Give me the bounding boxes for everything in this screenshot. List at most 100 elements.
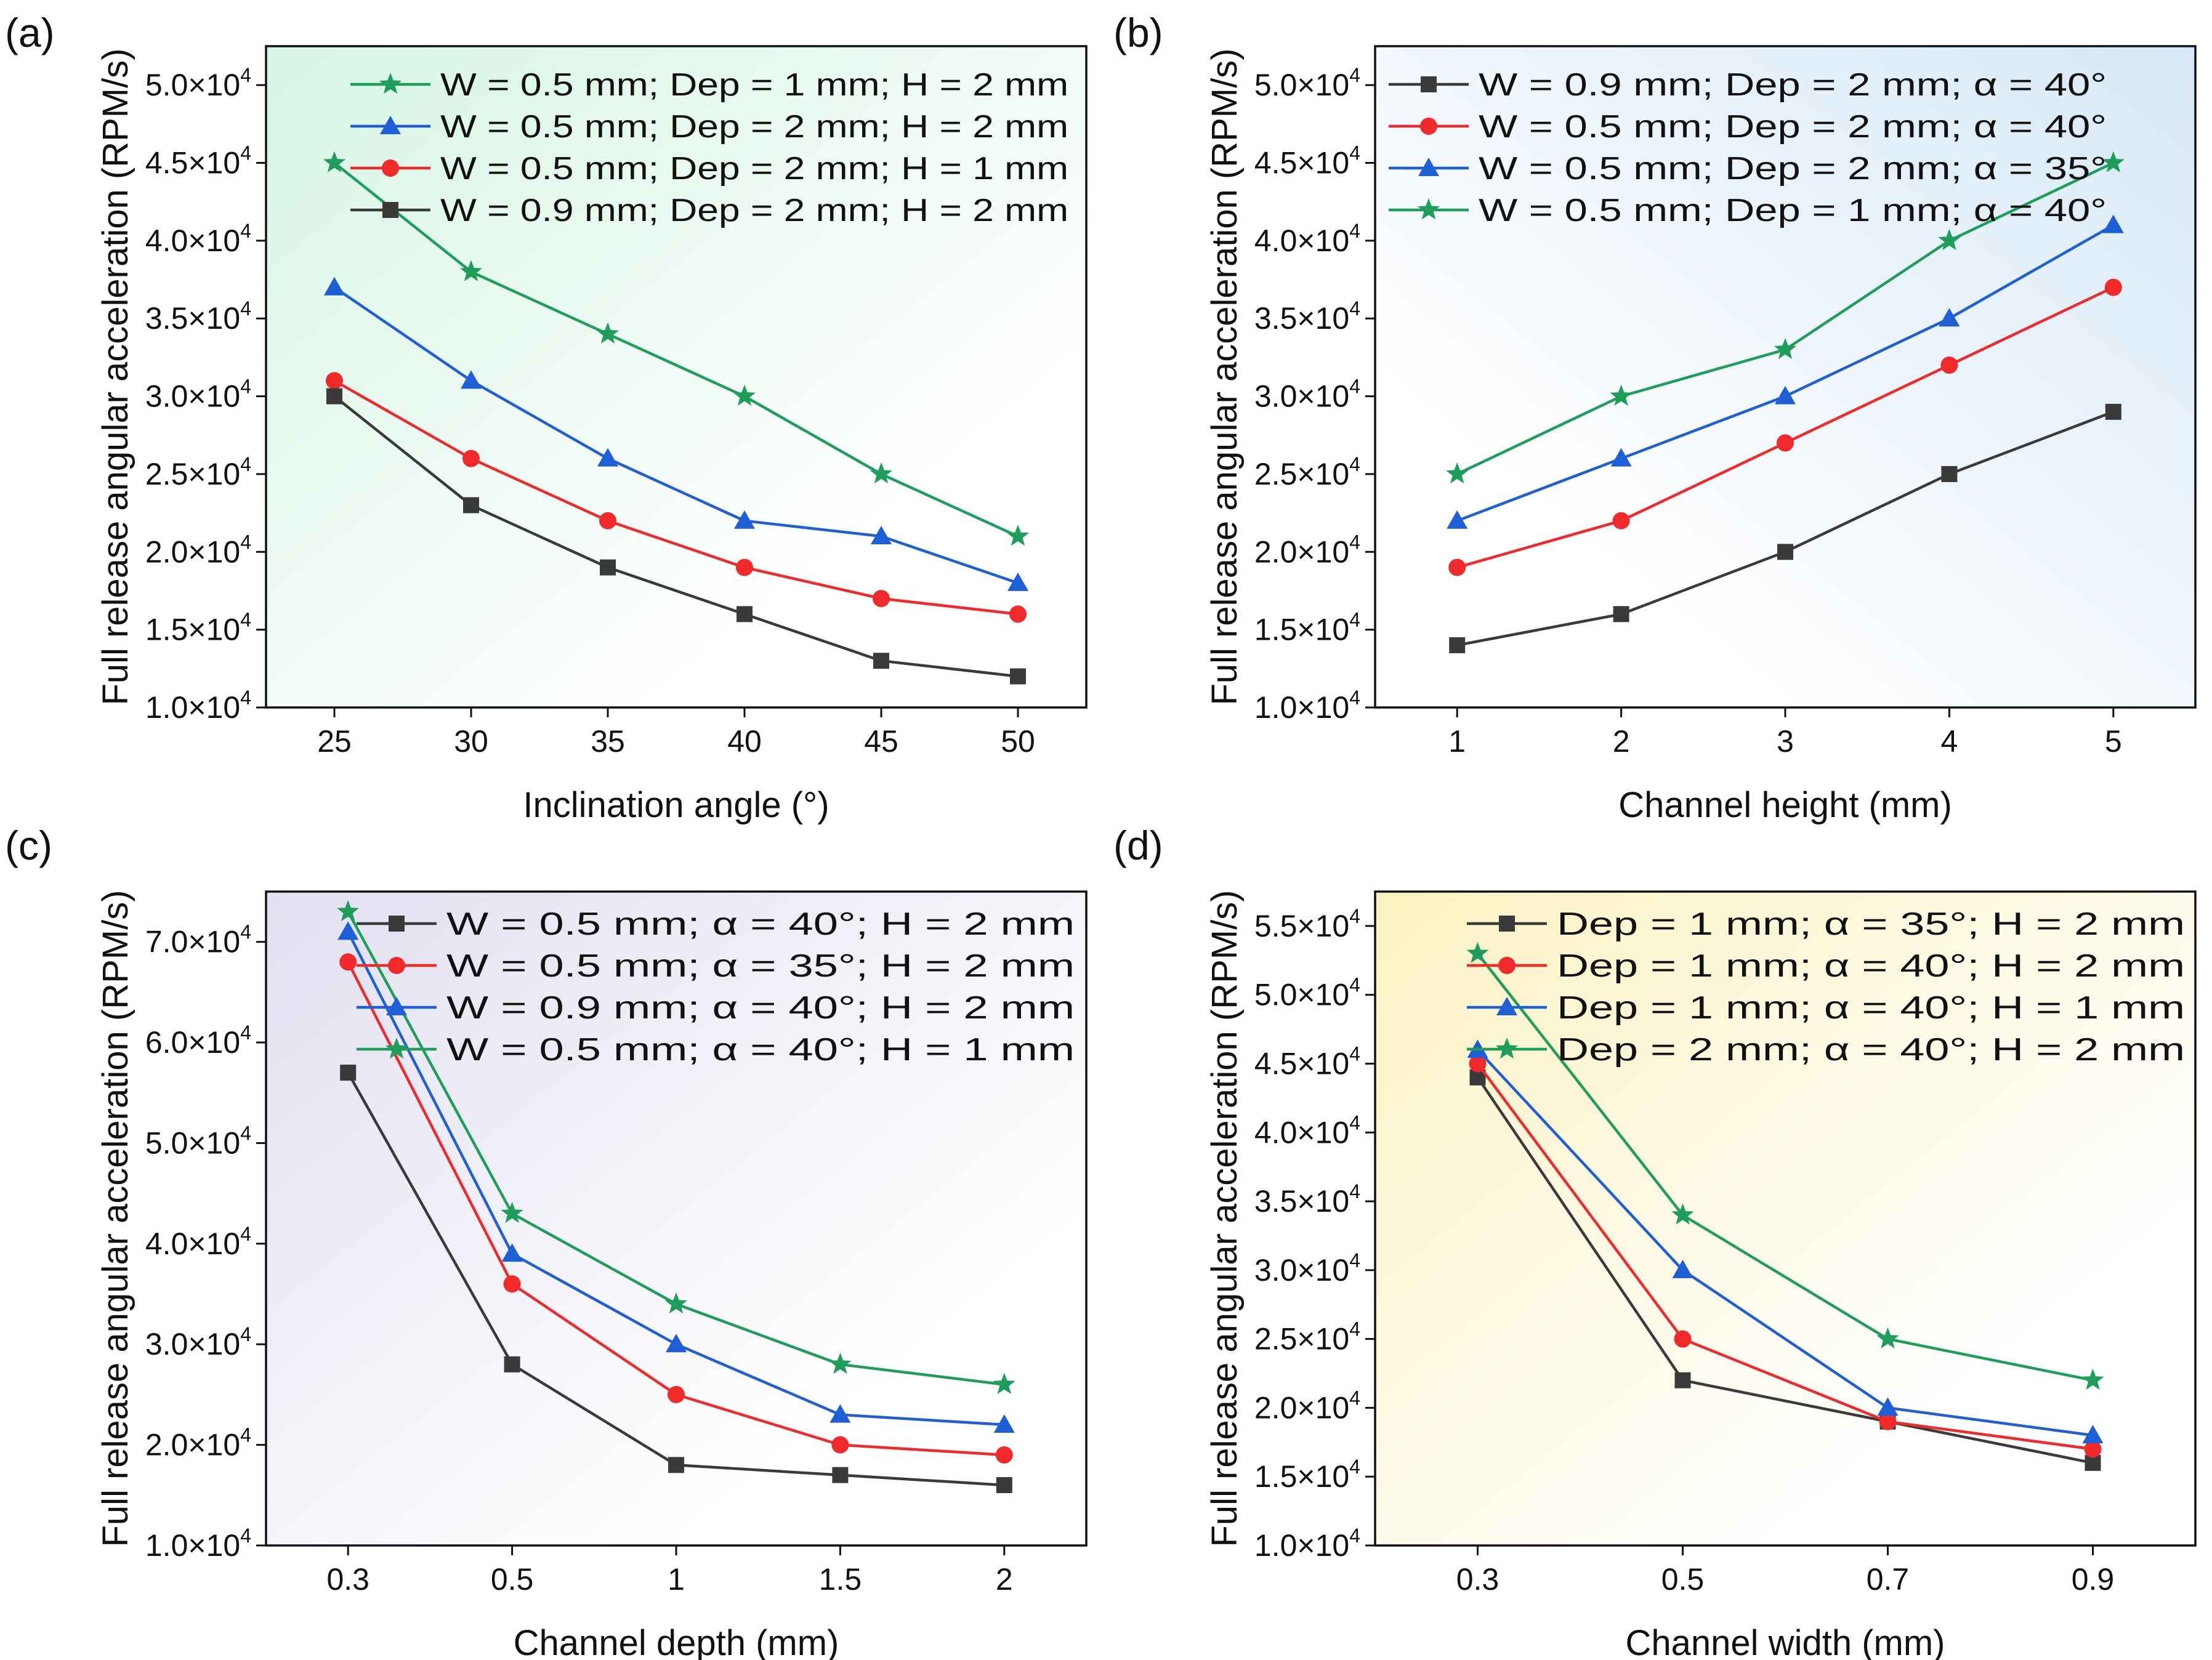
- data-point: [668, 1385, 685, 1403]
- legend-item: W = 0.5 mm; Dep = 1 mm; H = 2 mm: [350, 67, 1068, 103]
- series-0: [340, 1065, 1012, 1493]
- plot-frame: [1374, 890, 2197, 1547]
- panel-b-label: (b): [1113, 10, 1163, 55]
- y-tick-label: 1.0×104: [145, 687, 251, 725]
- legend-marker: [379, 73, 402, 94]
- panel-b: (b) 1.0×104 1.5×104 2.0×104 2.5×104 3.0×104 3…: [1113, 10, 2197, 825]
- legend-label: W = 0.9 mm; Dep = 2 mm; α = 40°: [1479, 67, 2107, 103]
- legend-marker: [1498, 957, 1516, 974]
- legend-item: Dep = 1 mm; α = 35°; H = 2 mm: [1467, 906, 2185, 942]
- legend-item: W = 0.5 mm; Dep = 2 mm; H = 1 mm: [350, 151, 1068, 187]
- legend-item: W = 0.5 mm; Dep = 2 mm; H = 2 mm: [350, 109, 1068, 145]
- data-point: [1447, 510, 1468, 529]
- legend-marker: [382, 159, 399, 177]
- y-tick-label: 2.5×104: [145, 453, 251, 491]
- y-tick-label: 5.0×104: [1254, 64, 1360, 102]
- legend-label: W = 0.5 mm; Dep = 2 mm; H = 2 mm: [440, 109, 1068, 145]
- legend-marker: [1496, 997, 1517, 1015]
- y-axis-title: Full release angular acceleration (RPM/s…: [1205, 890, 1245, 1547]
- data-point: [1777, 434, 1794, 452]
- data-point: [1777, 544, 1793, 560]
- data-point: [995, 1446, 1013, 1464]
- series-line: [1476, 953, 2093, 1382]
- data-point: [340, 1065, 357, 1081]
- y-tick-label: 1.0×104: [1254, 1525, 1360, 1563]
- legend-marker: [1420, 118, 1437, 135]
- legend-item: W = 0.5 mm; Dep = 1 mm; α = 40°: [1389, 193, 2107, 228]
- y-tick-label: 5.5×104: [1254, 905, 1360, 943]
- data-point: [1940, 357, 1958, 374]
- x-tick-label: 5: [2105, 724, 2122, 759]
- x-tick-label: 0.7: [1867, 1562, 1910, 1597]
- legend-item: Dep = 1 mm; α = 40°; H = 2 mm: [1467, 948, 2185, 984]
- series-2: [337, 921, 1015, 1433]
- data-point: [832, 1467, 849, 1483]
- legend-marker: [389, 916, 405, 932]
- legend-label: Dep = 1 mm; α = 35°; H = 2 mm: [1557, 906, 2185, 942]
- data-point: [737, 606, 753, 622]
- y-tick-label: 3.5×104: [1254, 1180, 1360, 1219]
- legend-item: Dep = 2 mm; α = 40°; H = 2 mm: [1467, 1032, 2185, 1068]
- data-point: [462, 449, 480, 467]
- x-tick-label: 40: [727, 724, 762, 759]
- data-point: [1446, 462, 1469, 484]
- data-point: [501, 1201, 523, 1223]
- data-point: [870, 462, 893, 484]
- data-point: [337, 900, 360, 921]
- y-tick-label: 7.0×104: [145, 921, 251, 959]
- panel-c-label: (c): [5, 823, 52, 868]
- y-axis-title: Full release angular acceleration (RPM/s…: [1205, 49, 1245, 706]
- series-3: [337, 900, 1015, 1394]
- y-tick-label: 4.5×104: [1254, 142, 1360, 180]
- series-line: [333, 379, 1019, 616]
- x-axis-title: Channel depth (mm): [514, 1623, 839, 1660]
- data-point: [1775, 385, 1796, 405]
- y-tick-label: 5.0×104: [145, 1122, 251, 1160]
- series-2: [326, 372, 1027, 623]
- legend-item: W = 0.5 mm; Dep = 2 mm; α = 35°: [1389, 151, 2107, 187]
- y-tick-label: 2.0×104: [145, 1424, 251, 1462]
- x-tick-label: 0.3: [1456, 1562, 1500, 1597]
- panel-d: (d) 1.0×104 1.5×104 2.0×104 2.5×104 3.0×104 3…: [1113, 823, 2197, 1660]
- data-point: [337, 921, 359, 940]
- x-tick-label: 0.5: [491, 1562, 534, 1597]
- y-tick-label: 1.0×104: [1254, 687, 1360, 725]
- plot-background: [1375, 892, 2195, 1545]
- y-tick-label: 2.0×104: [1254, 1387, 1360, 1425]
- data-point: [1469, 1055, 1487, 1073]
- data-point: [1009, 605, 1027, 623]
- data-point: [597, 448, 618, 467]
- plot-background: [266, 46, 1086, 707]
- y-tick-label: 3.5×104: [145, 297, 251, 336]
- x-tick-label: 0.9: [2072, 1562, 2115, 1597]
- plot-background: [1375, 46, 2195, 707]
- plot-background: [266, 892, 1086, 1545]
- data-point: [1938, 228, 1961, 251]
- y-tick-label: 3.0×104: [1254, 1249, 1360, 1287]
- data-point: [830, 1404, 851, 1423]
- plot-frame: [265, 890, 1088, 1547]
- x-tick-label: 0.3: [326, 1562, 369, 1597]
- legend-marker: [380, 116, 401, 134]
- x-tick-label: 25: [317, 724, 352, 759]
- data-point: [668, 1457, 684, 1473]
- y-tick-label: 3.0×104: [1254, 376, 1360, 414]
- data-point: [734, 510, 755, 529]
- data-point: [1671, 1203, 1694, 1225]
- x-tick-label: 2: [1613, 724, 1630, 759]
- data-point: [2081, 1368, 2104, 1390]
- data-point: [2105, 403, 2121, 420]
- data-point: [1674, 1372, 1691, 1388]
- legend-item: Dep = 1 mm; α = 40°; H = 1 mm: [1467, 990, 2185, 1026]
- data-point: [600, 559, 616, 576]
- data-point: [871, 526, 892, 545]
- legend-label: W = 0.5 mm; α = 40°; H = 1 mm: [446, 1032, 1075, 1068]
- legend-label: W = 0.5 mm; Dep = 2 mm; α = 40°: [1479, 109, 2107, 145]
- data-point: [666, 1334, 687, 1353]
- legend-label: W = 0.5 mm; Dep = 2 mm; H = 1 mm: [440, 151, 1068, 187]
- y-axis-title: Full release angular acceleration (RPM/s…: [95, 890, 135, 1547]
- y-tick-label: 4.0×104: [1254, 1111, 1360, 1150]
- series-line: [1476, 1076, 2093, 1465]
- data-point: [1774, 337, 1797, 360]
